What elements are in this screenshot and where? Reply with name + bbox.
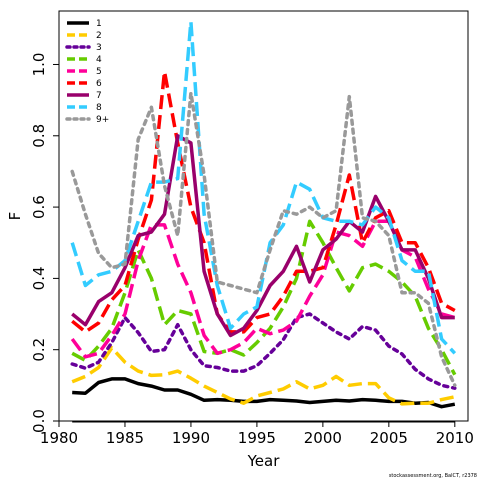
y-tick-label: 0.0 [30,409,48,433]
x-tick-label: 2000 [304,429,342,447]
legend-label: 9+ [96,115,109,125]
x-axis: 1980 1985 1990 1995 2000 2005 2010 [40,421,474,447]
y-tick-label: 0.4 [30,266,48,290]
series-lines [70,19,457,409]
legend-label: 1 [96,19,102,29]
series-line-3 [70,312,457,390]
y-tick-label: 0.8 [30,124,48,148]
y-tick-label: 1.0 [30,53,48,77]
x-tick-label: 1990 [172,429,210,447]
series-line-8 [70,19,457,355]
series-line-4 [71,219,457,376]
y-axis: 0.0 0.2 0.4 0.6 0.8 1.0 [30,53,59,433]
legend: 1 2 3 4 5 6 7 8 9+ [65,19,109,125]
x-tick-label: 1985 [106,429,144,447]
legend-label: 7 [96,91,102,101]
x-tick-label: 1980 [40,429,78,447]
y-tick-label: 0.6 [30,195,48,219]
y-axis-title: F [6,212,24,221]
x-tick-label: 2010 [436,429,474,447]
series-line-6 [71,69,456,334]
legend-label: 5 [96,67,102,77]
plot-frame [58,10,469,422]
x-axis-title: Year [247,452,281,470]
legend-label: 6 [96,79,102,89]
legend-label: 3 [96,43,102,53]
series-line-5 [70,219,456,359]
legend-label: 4 [96,55,102,65]
y-tick-label: 0.2 [30,338,48,362]
series-line-1 [72,377,456,409]
series-line-9plus [70,91,457,388]
legend-label: 8 [96,103,102,113]
credit-text: stockassessment.org, BalCT, r2378 [389,473,477,479]
x-tick-label: 2005 [370,429,408,447]
x-tick-label: 1995 [238,429,276,447]
legend-label: 2 [96,31,102,41]
series-line-2 [71,346,456,406]
